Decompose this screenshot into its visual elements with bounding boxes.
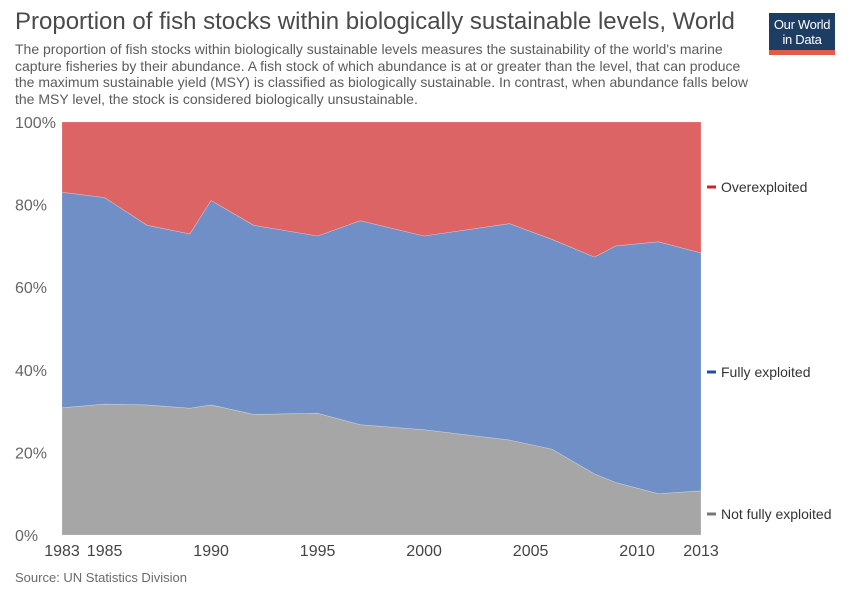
x-tick-label: 2000 bbox=[406, 543, 442, 560]
chart-title: Proportion of fish stocks within biologi… bbox=[15, 8, 735, 35]
area-overexploited bbox=[61, 121, 702, 258]
y-tick-label: 40% bbox=[15, 363, 47, 380]
x-tick-label: 1990 bbox=[193, 543, 229, 560]
legend-label: Not fully exploited bbox=[721, 506, 832, 522]
x-tick-label: 1995 bbox=[300, 543, 336, 560]
legend-label: Fully exploited bbox=[721, 364, 811, 380]
source-note[interactable]: Source: UN Statistics Division bbox=[15, 570, 187, 585]
chart-subtitle: The proportion of fish stocks within bio… bbox=[15, 41, 749, 107]
x-tick-label: 1985 bbox=[87, 543, 123, 560]
x-tick-label: 1983 bbox=[44, 543, 80, 560]
logo-line-1: Our World bbox=[773, 17, 831, 32]
y-tick-label: 20% bbox=[15, 445, 47, 462]
y-tick-label: 60% bbox=[15, 280, 47, 297]
y-tick-label: 80% bbox=[15, 198, 47, 215]
legend-label: Overexploited bbox=[721, 179, 807, 195]
y-tick-label: 100% bbox=[15, 115, 56, 132]
x-tick-label: 2005 bbox=[513, 543, 549, 560]
owid-logo[interactable]: Our World in Data bbox=[769, 13, 835, 55]
x-tick-label: 2013 bbox=[683, 543, 719, 560]
logo-line-2: in Data bbox=[782, 32, 822, 47]
x-tick-label: 2010 bbox=[619, 543, 655, 560]
y-tick-label: 0% bbox=[15, 528, 38, 545]
